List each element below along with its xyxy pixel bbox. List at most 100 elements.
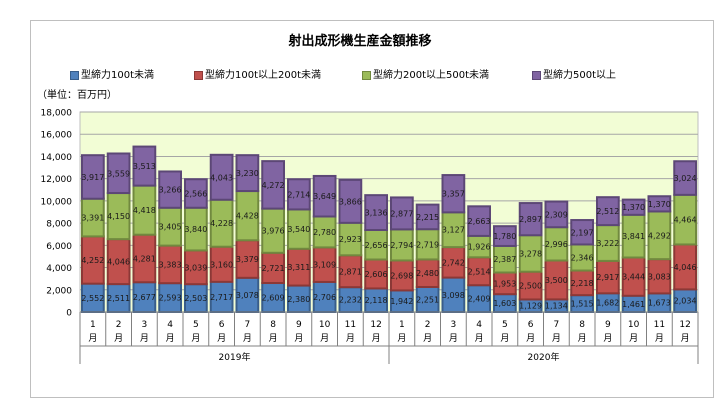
- x-tick-label: 10: [319, 320, 331, 330]
- data-label: 1,953: [493, 279, 516, 288]
- bar-segment: [81, 154, 105, 200]
- x-tick-label: 11: [345, 320, 356, 330]
- legend-item-0: 型締力100t未満: [70, 66, 154, 81]
- data-label: 3,379: [236, 255, 259, 264]
- data-label: 2,552: [81, 294, 104, 303]
- bar-segment: [621, 198, 646, 216]
- data-label: 2,215: [416, 213, 439, 222]
- x-tick-suffix: 月: [552, 333, 561, 344]
- data-label: 3,160: [210, 260, 233, 269]
- data-label: 3,024: [674, 174, 697, 183]
- data-label: 1,673: [648, 299, 671, 308]
- data-label: 4,150: [107, 212, 130, 221]
- data-label: 2,721: [262, 264, 285, 273]
- legend-label: 型締力100t以上200t未満: [205, 70, 322, 81]
- x-tick-suffix: 月: [423, 333, 432, 344]
- group-label: 2019年: [219, 351, 251, 363]
- legend-swatch: [70, 70, 79, 80]
- x-tick-label: 1: [399, 320, 405, 330]
- legend-swatch: [532, 70, 541, 80]
- bar-segment: [647, 195, 672, 213]
- y-tick-label: 12,000: [41, 175, 73, 185]
- data-label: 3,391: [81, 214, 104, 223]
- x-tick-suffix: 月: [243, 333, 252, 344]
- x-tick-label: 12: [370, 320, 381, 330]
- data-label: 3,039: [184, 263, 207, 272]
- data-label: 1,370: [622, 203, 645, 212]
- x-tick-label: 6: [219, 320, 225, 330]
- x-tick-label: 9: [605, 320, 611, 330]
- data-label: 3,841: [622, 232, 645, 241]
- x-tick-suffix: 月: [114, 333, 123, 344]
- data-label: 3,840: [184, 225, 207, 234]
- data-label: 4,464: [674, 216, 697, 225]
- legend-label: 型締力100t未満: [81, 70, 155, 81]
- x-tick-suffix: 月: [578, 333, 587, 344]
- data-label: 2,197: [571, 228, 594, 237]
- bar-segment: [390, 196, 414, 231]
- x-tick-label: 5: [193, 320, 199, 330]
- data-label: 2,593: [159, 294, 182, 303]
- data-label: 1,926: [468, 243, 491, 252]
- y-tick-label: 6,000: [46, 242, 72, 252]
- x-tick-suffix: 月: [346, 333, 355, 344]
- data-label: 1,515: [571, 300, 594, 309]
- legend-item-1: 型締力100t以上200t未満: [194, 66, 321, 81]
- data-label: 2,251: [416, 295, 439, 304]
- data-label: 3,866: [339, 197, 362, 206]
- x-tick-suffix: 月: [449, 333, 458, 344]
- x-tick-suffix: 月: [655, 333, 664, 344]
- data-label: 3,078: [236, 291, 259, 300]
- x-tick-label: 7: [554, 320, 560, 330]
- data-label: 4,272: [262, 181, 285, 190]
- data-label: 2,719: [416, 240, 439, 249]
- x-tick-suffix: 月: [294, 333, 303, 344]
- x-tick-suffix: 月: [681, 333, 690, 344]
- data-label: 3,109: [313, 261, 336, 270]
- data-label: 2,897: [519, 215, 542, 224]
- data-label: 2,871: [339, 267, 362, 276]
- bar-segment: [106, 152, 131, 195]
- x-tick-suffix: 月: [526, 333, 535, 344]
- bar-segment: [415, 203, 440, 231]
- bar-segment: [338, 178, 363, 224]
- data-label: 2,606: [365, 270, 388, 279]
- data-label: 3,917: [81, 173, 104, 182]
- x-tick-label: 10: [628, 320, 640, 330]
- bar-segment: [673, 160, 697, 196]
- data-label: 2,706: [313, 293, 336, 302]
- y-tick-label: 18,000: [41, 109, 73, 119]
- data-label: 3,127: [442, 226, 465, 235]
- legend-swatch: [194, 70, 203, 80]
- data-label: 2,698: [390, 271, 413, 280]
- data-label: 2,780: [313, 228, 336, 237]
- data-label: 2,794: [390, 241, 413, 250]
- data-label: 2,656: [365, 241, 388, 250]
- group-label: 2020年: [528, 351, 560, 363]
- data-label: 4,252: [81, 256, 104, 265]
- data-label: 3,444: [622, 273, 645, 282]
- bar-segment: [261, 160, 285, 210]
- y-tick-label: 10,000: [41, 197, 73, 207]
- data-label: 1,603: [493, 299, 516, 308]
- data-label: 2,877: [390, 209, 413, 218]
- data-label: 2,409: [468, 295, 491, 304]
- bar-segment: [184, 178, 208, 209]
- x-tick-label: 8: [270, 320, 276, 330]
- x-tick-label: 2: [425, 320, 431, 330]
- y-tick-label: 4,000: [46, 264, 72, 274]
- data-label: 1,370: [648, 200, 671, 209]
- chart-frame: [30, 20, 714, 398]
- bar-segment: [544, 200, 569, 229]
- bar-segment: [467, 205, 491, 237]
- data-label: 4,292: [648, 231, 671, 240]
- x-tick-suffix: 月: [140, 333, 149, 344]
- x-tick-label: 3: [451, 320, 457, 330]
- bar-segment: [235, 154, 260, 193]
- data-label: 4,418: [133, 206, 156, 215]
- x-tick-suffix: 月: [320, 333, 329, 344]
- data-label: 3,311: [287, 263, 310, 272]
- y-tick-label: 0: [66, 309, 72, 319]
- x-tick-label: 5: [502, 320, 508, 330]
- data-label: 3,405: [159, 223, 182, 232]
